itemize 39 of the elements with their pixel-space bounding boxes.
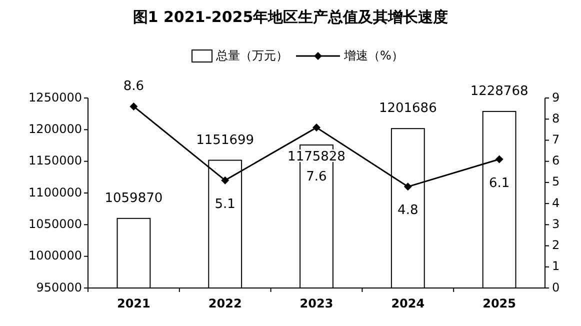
y-tick-label: 1200000: [28, 122, 82, 136]
y-tick-label: 950000: [36, 280, 82, 294]
y-tick-label: 1100000: [28, 185, 82, 200]
y2-tick-label: 3: [552, 216, 560, 231]
y2-tick-label: 7: [552, 132, 560, 147]
x-tick-label: 2024: [391, 296, 425, 310]
data-label: 8.6: [123, 78, 144, 94]
x-tick-label: 2021: [116, 296, 150, 310]
legend-label: 增速（%）: [343, 48, 404, 62]
data-label: 1151699: [196, 132, 254, 148]
y-tick-label: 1150000: [28, 154, 82, 168]
point: [404, 182, 412, 191]
y-tick-label: 1250000: [28, 90, 82, 104]
y2-tick-label: 2: [552, 238, 560, 252]
y2-tick-label: 5: [552, 174, 560, 189]
chart-title: 图1 2021-2025年地区生产总值及其增长速度: [132, 8, 448, 26]
data-label: 1201686: [378, 101, 437, 116]
legend-label: 总量（万元）: [215, 48, 288, 62]
data-label: 5.1: [214, 196, 236, 212]
x-tick-label: 2023: [300, 296, 334, 310]
data-label: 1228768: [470, 84, 528, 100]
y2-tick-label: 8: [552, 111, 560, 126]
point: [221, 176, 230, 184]
point: [312, 124, 320, 132]
y2-tick-label: 6: [552, 154, 560, 168]
point: [130, 102, 138, 110]
y2-tick-label: 9: [552, 90, 560, 104]
y-tick-label: 1050000: [28, 216, 82, 231]
data-label: 4.8: [398, 203, 418, 218]
x-tick-label: 2022: [208, 296, 242, 310]
data-label: 6.1: [488, 176, 510, 191]
data-label: 7.6: [306, 170, 327, 185]
y2-tick-label: 4: [552, 196, 560, 210]
y2-tick-label: 0: [552, 280, 560, 294]
point: [495, 155, 504, 164]
x-tick-label: 2025: [482, 296, 516, 310]
y-tick-label: 1000000: [28, 248, 82, 263]
y2-tick-label: 1: [552, 259, 560, 274]
data-label: 1059870: [104, 190, 163, 206]
